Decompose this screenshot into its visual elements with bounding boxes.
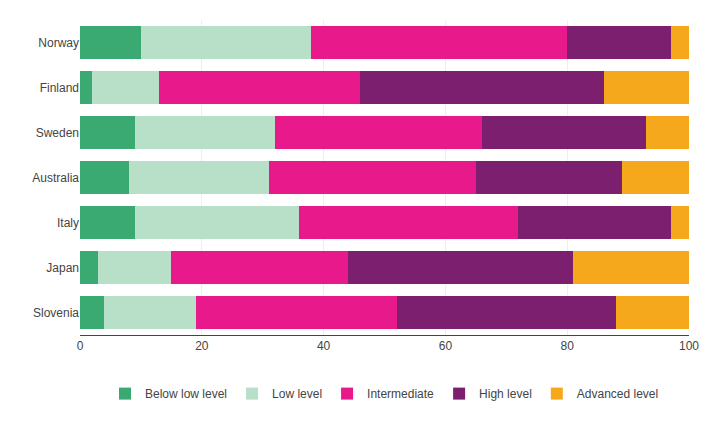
svg-text:High level: High level [479,387,532,401]
svg-text:Australia: Australia [32,171,79,185]
svg-text:Intermediate: Intermediate [367,387,434,401]
svg-text:80: 80 [561,339,575,353]
svg-text:Below low level: Below low level [145,387,227,401]
svg-text:Slovenia: Slovenia [33,306,79,320]
svg-text:Low level: Low level [272,387,322,401]
svg-text:0: 0 [77,339,84,353]
svg-text:Italy: Italy [57,216,79,230]
svg-text:60: 60 [439,339,453,353]
svg-text:Advanced level: Advanced level [577,387,658,401]
svg-text:20: 20 [195,339,209,353]
svg-text:Sweden: Sweden [36,126,79,140]
svg-text:Finland: Finland [40,81,79,95]
svg-text:100: 100 [679,339,699,353]
svg-text:Japan: Japan [46,261,79,275]
svg-text:40: 40 [317,339,331,353]
svg-text:Norway: Norway [38,36,79,50]
